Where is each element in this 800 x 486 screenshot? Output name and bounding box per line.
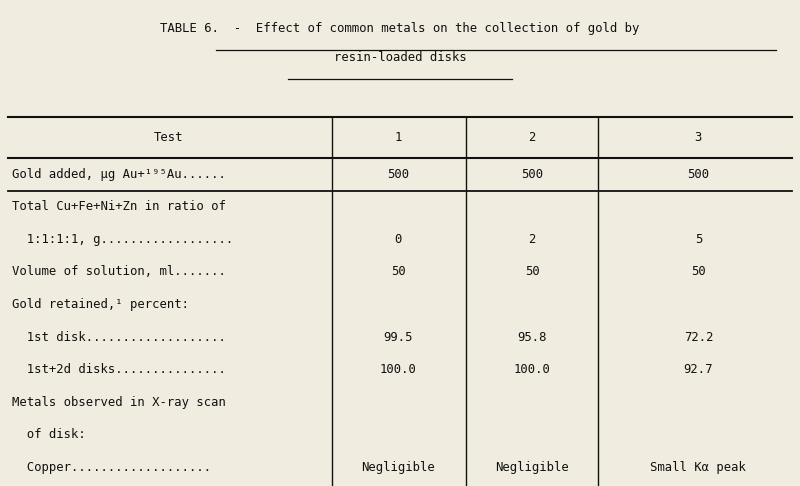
Text: 5: 5 <box>694 233 702 246</box>
Text: 1: 1 <box>394 131 402 144</box>
Text: 99.5: 99.5 <box>384 330 413 344</box>
Text: 1st disk...................: 1st disk................... <box>12 330 226 344</box>
Text: 500: 500 <box>687 168 710 181</box>
Text: 3: 3 <box>694 131 702 144</box>
Text: resin-loaded disks: resin-loaded disks <box>334 51 466 64</box>
Text: 1st+2d disks...............: 1st+2d disks............... <box>12 363 226 376</box>
Text: Gold retained,¹ percent:: Gold retained,¹ percent: <box>12 298 189 311</box>
Text: of disk:: of disk: <box>12 428 86 441</box>
Text: 100.0: 100.0 <box>514 363 550 376</box>
Text: Gold added, μg Au+¹⁹⁵Au......: Gold added, μg Au+¹⁹⁵Au...... <box>12 168 226 181</box>
Text: 95.8: 95.8 <box>518 330 546 344</box>
Text: 2: 2 <box>528 233 536 246</box>
Text: Copper...................: Copper................... <box>12 461 211 474</box>
Text: 100.0: 100.0 <box>380 363 417 376</box>
Text: Test: Test <box>154 131 182 144</box>
Text: 0: 0 <box>394 233 402 246</box>
Text: 500: 500 <box>521 168 543 181</box>
Text: 50: 50 <box>525 265 539 278</box>
Text: 50: 50 <box>391 265 406 278</box>
Text: Negligible: Negligible <box>362 461 435 474</box>
Text: Volume of solution, ml.......: Volume of solution, ml....... <box>12 265 226 278</box>
Text: TABLE 6.  -  Effect of common metals on the collection of gold by: TABLE 6. - Effect of common metals on th… <box>160 22 640 35</box>
Text: 50: 50 <box>691 265 706 278</box>
Text: 92.7: 92.7 <box>684 363 713 376</box>
Text: Small Kα peak: Small Kα peak <box>650 461 746 474</box>
Text: Negligible: Negligible <box>495 461 569 474</box>
Text: 500: 500 <box>387 168 410 181</box>
Text: 72.2: 72.2 <box>684 330 713 344</box>
Text: 2: 2 <box>528 131 536 144</box>
Text: Metals observed in X-ray scan: Metals observed in X-ray scan <box>12 396 226 409</box>
Text: Total Cu+Fe+Ni+Zn in ratio of: Total Cu+Fe+Ni+Zn in ratio of <box>12 200 226 213</box>
Text: 1:1:1:1, g..................: 1:1:1:1, g.................. <box>12 233 234 246</box>
